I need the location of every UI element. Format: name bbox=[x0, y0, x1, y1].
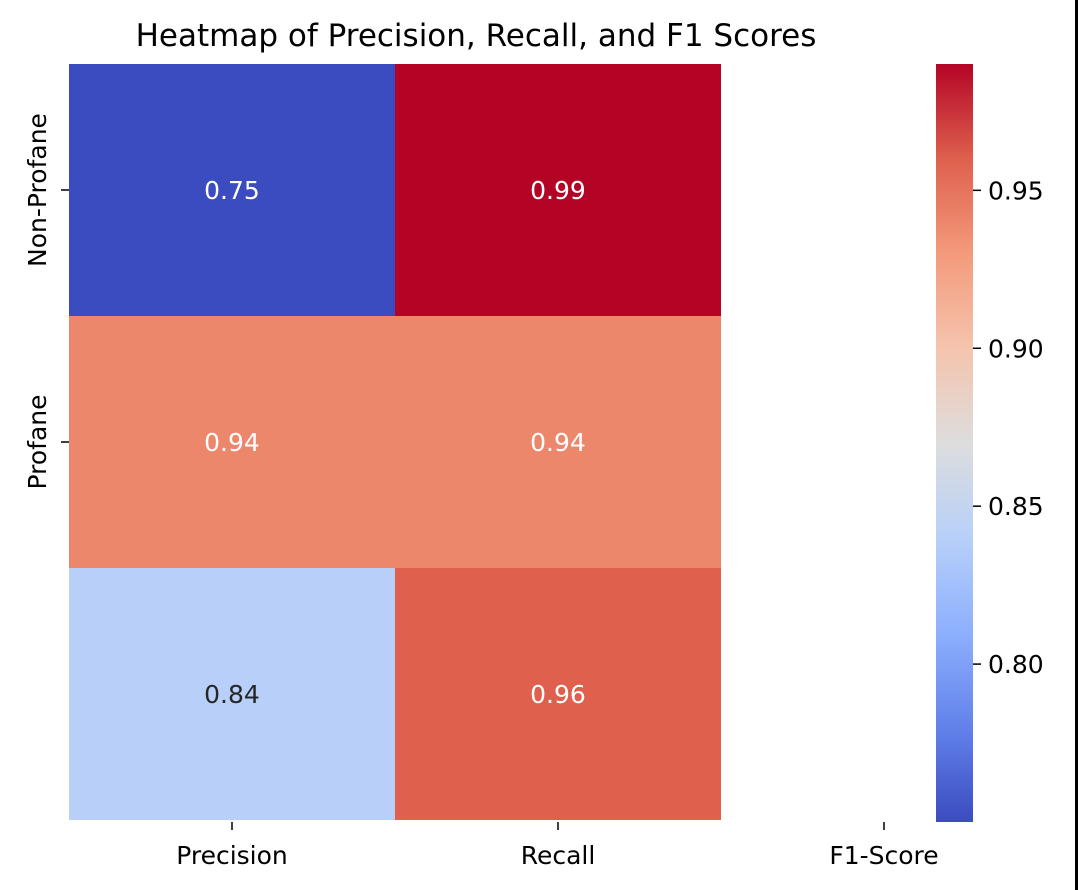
cell-value-label: 0.94 bbox=[530, 428, 586, 457]
colorbar-gradient bbox=[936, 64, 973, 822]
heatmap-cell bbox=[69, 316, 395, 568]
cell-value-label: 0.84 bbox=[204, 680, 260, 709]
y-tick-label: Profane bbox=[23, 394, 52, 489]
cell-value-label: 0.96 bbox=[530, 680, 586, 709]
colorbar-tick-label: 0.90 bbox=[988, 334, 1044, 363]
colorbar-tick-label: 0.80 bbox=[988, 650, 1044, 679]
heatmap-cell bbox=[395, 64, 721, 316]
cell-value-label: 0.99 bbox=[530, 176, 586, 205]
heatmap-cell bbox=[69, 64, 395, 316]
colorbar-tick-label: 0.85 bbox=[988, 492, 1044, 521]
y-tick-label: Non-Profane bbox=[23, 113, 52, 267]
y-axis: Non-Profane Profane bbox=[23, 113, 69, 490]
cell-value-label: 0.75 bbox=[204, 176, 260, 205]
heatmap-cell bbox=[69, 568, 395, 820]
colorbar: 0.80 0.85 0.90 0.95 bbox=[936, 64, 1044, 822]
heatmap-cell bbox=[395, 316, 721, 568]
x-tick-label: F1-Score bbox=[829, 841, 938, 870]
x-tick-label: Precision bbox=[176, 841, 288, 870]
x-tick-label: Recall bbox=[521, 841, 596, 870]
x-axis: Precision Recall F1-Score bbox=[176, 822, 939, 870]
colorbar-tick-label: 0.95 bbox=[988, 176, 1044, 205]
cell-value-label: 0.94 bbox=[204, 428, 260, 457]
heatmap-cell bbox=[395, 568, 721, 820]
chart-title: Heatmap of Precision, Recall, and F1 Sco… bbox=[136, 18, 817, 54]
frame-border bbox=[1075, 0, 1078, 890]
heatmap-cells: 0.75 0.99 0.94 0.94 0.84 0.96 bbox=[69, 64, 721, 820]
